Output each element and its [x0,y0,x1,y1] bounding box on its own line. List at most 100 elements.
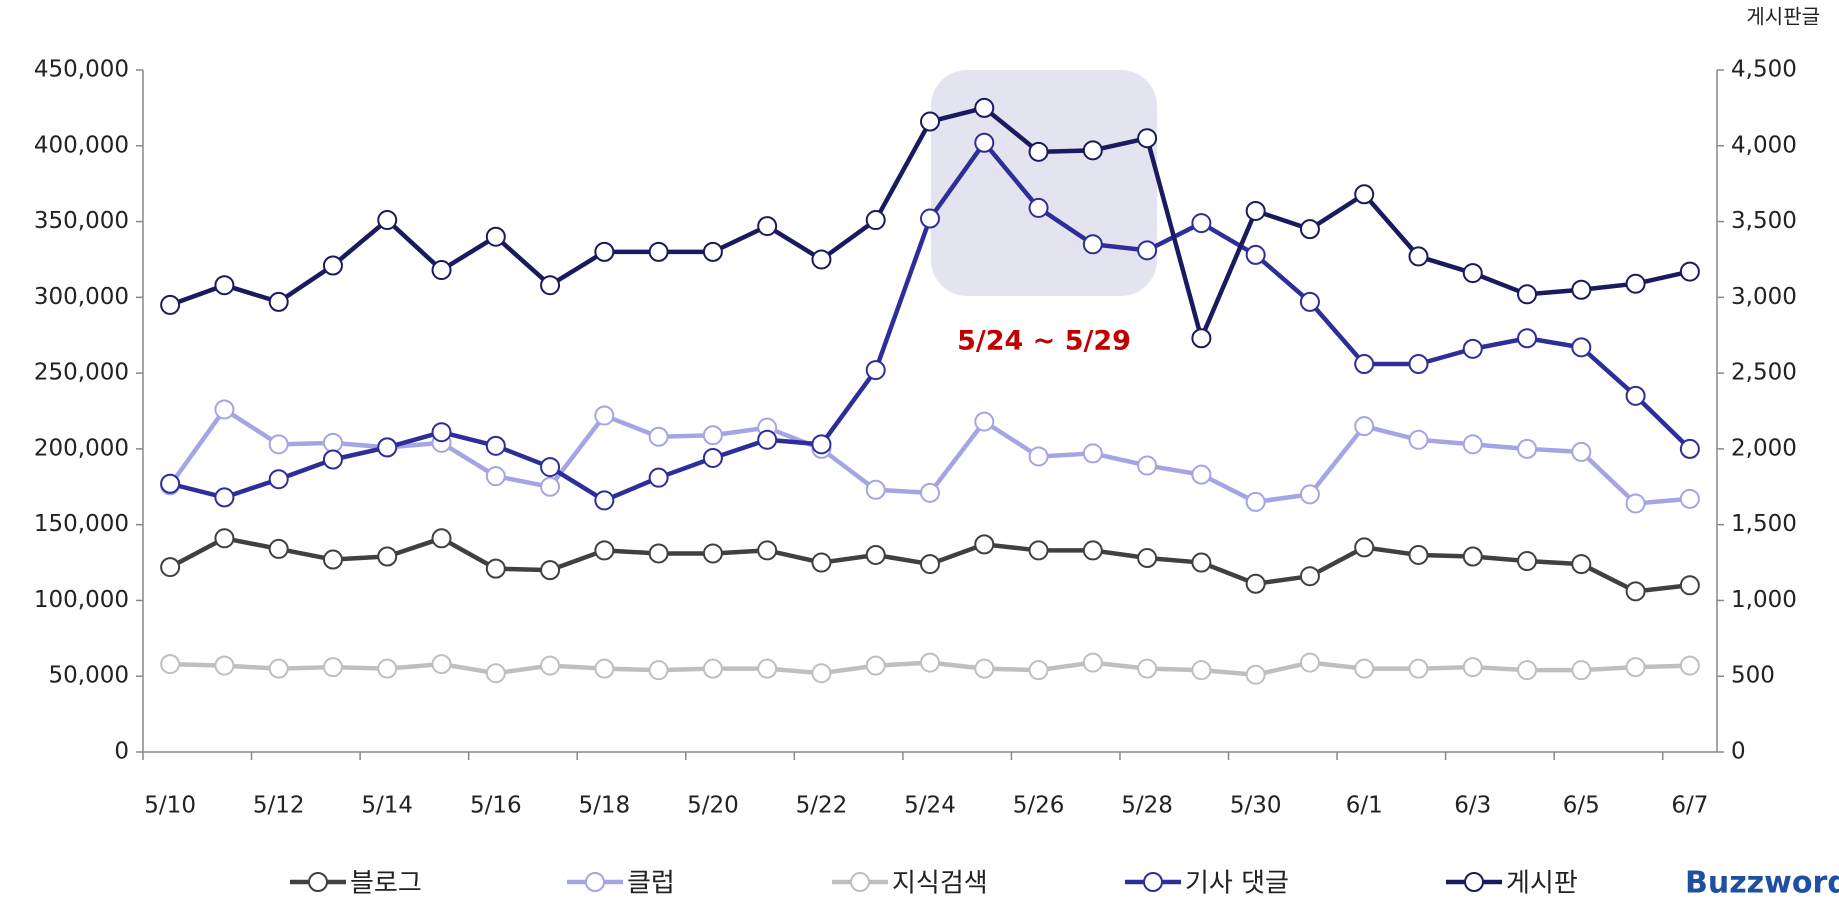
data-point [1408,246,1429,267]
data-point [1299,484,1320,505]
data-point [1625,273,1646,294]
data-point [920,652,940,673]
data-point [1354,354,1375,375]
data-point [594,405,615,426]
data-point [1571,660,1592,681]
data-point [757,429,778,450]
data-point [1137,240,1158,261]
data-point [1191,552,1212,573]
data-point [160,473,181,494]
data-point [1462,657,1483,678]
data-point [974,132,995,153]
data-point [1408,544,1429,565]
data-point [377,210,398,231]
logo: Buzzword [1685,866,1839,898]
data-point [757,216,778,237]
x-tick-label: 6/3 [1454,793,1491,819]
data-point [214,487,235,508]
data-point [1245,200,1266,221]
data-point [1028,660,1049,681]
data-point [1137,548,1158,569]
data-point [594,490,615,511]
y2-tick-label: 1,000 [1731,587,1797,613]
data-point [540,457,561,478]
data-point [1625,385,1646,406]
data-point [431,654,452,675]
legend-label: 게시판 [1506,869,1578,898]
data-point [431,422,452,443]
data-point [1299,219,1320,240]
data-point [1679,438,1700,459]
legend-marker [1464,872,1484,892]
x-tick-label: 5/20 [687,793,739,819]
data-point [1571,337,1592,358]
data-point [1028,540,1049,561]
data-point [1679,575,1700,596]
data-point [1462,434,1483,455]
data-point [865,210,886,231]
data-point [1082,140,1103,161]
data-point [1517,551,1538,572]
data-point [485,226,506,247]
data-point [1028,141,1049,162]
data-point [594,658,615,679]
legend-label: 지식검색 [892,869,988,898]
data-point [865,655,886,676]
data-point [920,111,940,132]
data-point [811,663,832,684]
data-point [377,546,398,567]
x-tick-label: 5/24 [904,793,956,819]
y2-tick-label: 2,000 [1731,435,1797,461]
data-point [485,435,506,456]
data-point [1245,491,1266,512]
data-point [920,554,940,575]
data-point [1137,658,1158,679]
data-point [811,552,832,573]
data-point [268,658,289,679]
data-point [1028,446,1049,467]
legend-label: 블로그 [350,869,422,898]
x-tick-label: 6/7 [1671,793,1708,819]
data-point [1137,128,1158,149]
x-tick-label: 5/10 [144,793,196,819]
data-point [1625,581,1646,602]
data-point [648,543,669,564]
data-point [322,255,343,276]
data-point [1679,261,1700,282]
data-point [160,654,181,675]
data-point [1462,263,1483,284]
y2-tick-label: 4,500 [1731,57,1797,83]
data-point [1299,566,1320,587]
x-tick-label: 5/28 [1121,793,1173,819]
data-point [1245,573,1266,594]
data-point [377,658,398,679]
y2-tick-label: 0 [1731,739,1746,765]
legend-label: 기사 댓글 [1185,869,1289,898]
data-point [268,291,289,312]
y-tick-label: 50,000 [49,663,129,689]
y2-tick-label: 500 [1731,663,1775,689]
data-point [160,294,181,315]
data-point [1191,464,1212,485]
data-point [648,660,669,681]
data-point [1354,537,1375,558]
data-point [702,241,723,262]
data-point [974,411,995,432]
data-point [1408,429,1429,450]
legend-marker [585,872,605,892]
data-point [540,560,561,581]
data-point [160,557,181,578]
data-point [1082,652,1103,673]
data-point [648,467,669,488]
y-tick-label: 150,000 [34,511,129,537]
y-tick-label: 100,000 [34,587,129,613]
data-point [865,544,886,565]
data-point [1625,657,1646,678]
data-point [322,432,343,453]
data-point [1245,664,1266,685]
data-point [1517,660,1538,681]
x-tick-label: 5/30 [1230,793,1282,819]
annotation: 5/24 ~ 5/29 [957,326,1131,357]
data-point [1354,416,1375,437]
